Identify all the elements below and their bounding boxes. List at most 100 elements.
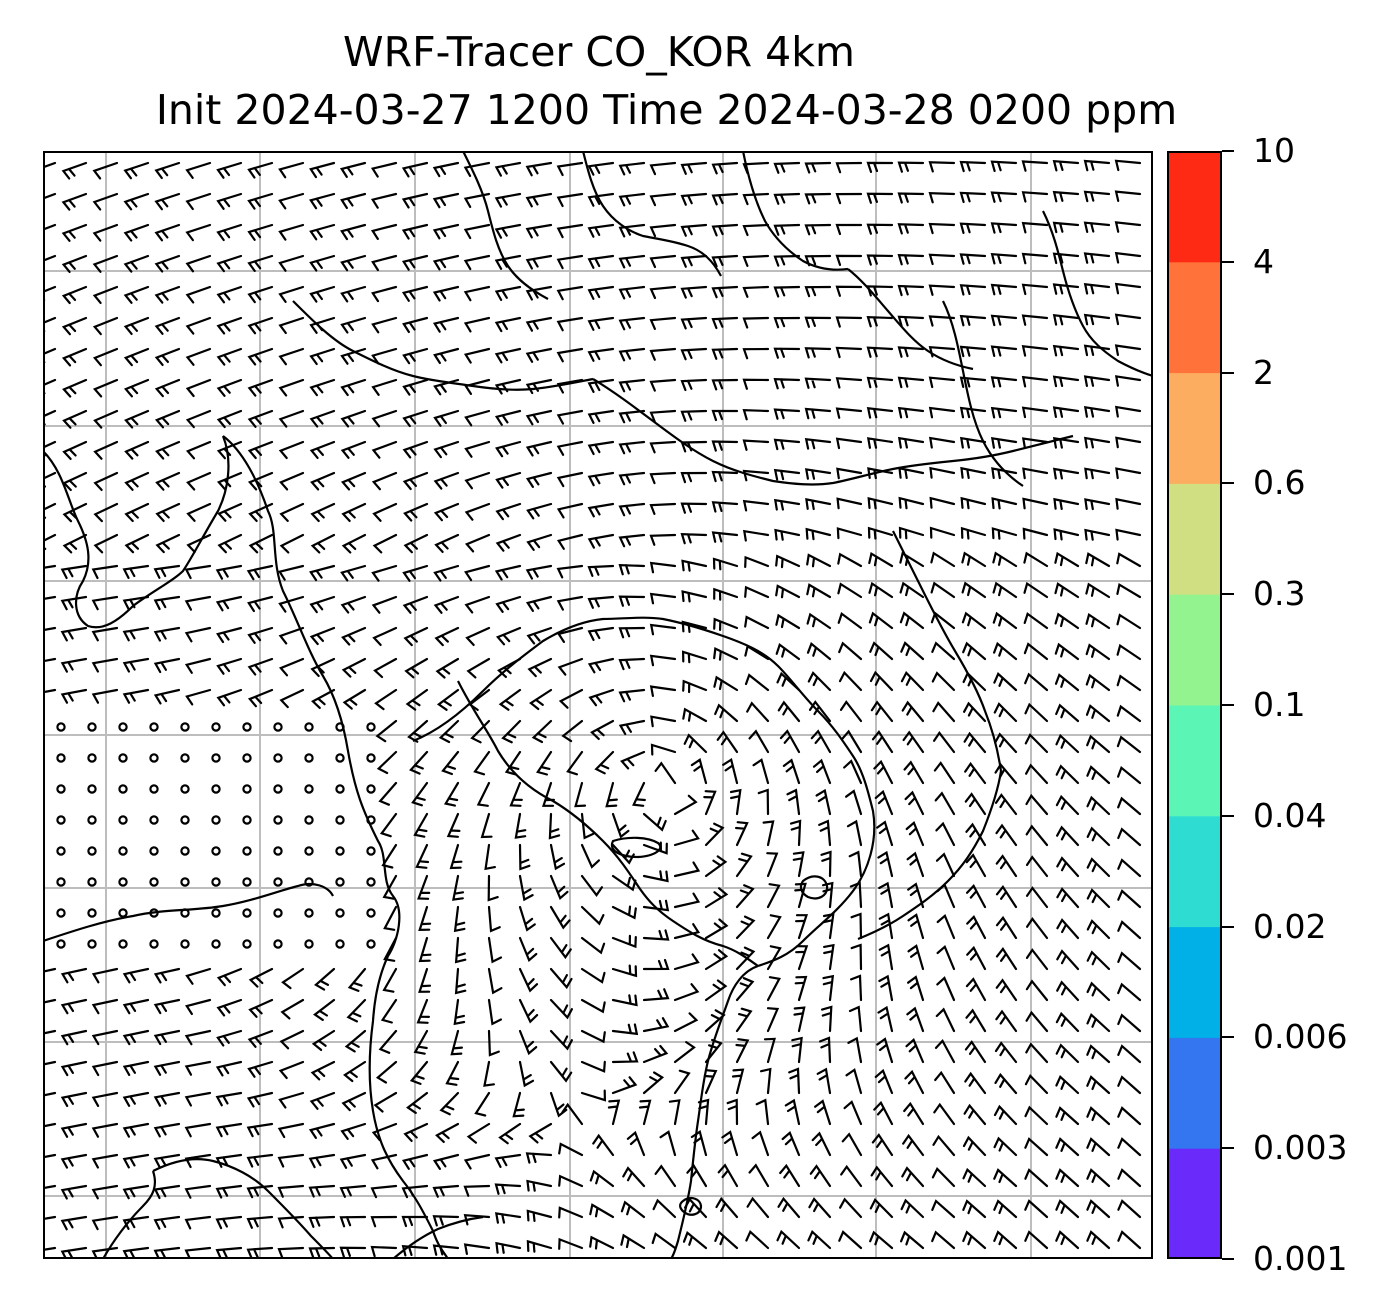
wind-barb	[473, 750, 491, 776]
calm-wind-circle	[56, 753, 66, 763]
wind-barb	[580, 998, 606, 1014]
calm-wind-circle	[304, 722, 314, 732]
wind-barb	[449, 843, 463, 870]
wind-barb	[495, 471, 522, 489]
wind-barb	[742, 439, 770, 451]
wind-barb	[711, 347, 739, 360]
wind-barb	[715, 1196, 739, 1219]
wind-barb	[185, 998, 212, 1016]
wind-barb	[1086, 1012, 1111, 1033]
wind-barb	[866, 161, 894, 173]
wind-barb	[804, 285, 832, 298]
wind-barb	[1115, 497, 1142, 510]
colorbar-tick-mark	[1222, 1147, 1234, 1150]
wind-barb	[993, 641, 1018, 661]
wind-barb	[649, 347, 677, 361]
wind-barb	[838, 641, 863, 661]
wind-barb	[463, 316, 491, 333]
wind-barb	[850, 943, 863, 971]
wind-barb	[418, 905, 432, 932]
wind-barb	[153, 657, 181, 674]
wind-barb	[531, 719, 553, 744]
wind-barb	[846, 819, 863, 847]
wind-barb	[124, 502, 150, 523]
wind-barb	[1053, 528, 1080, 541]
wind-barb	[525, 409, 553, 426]
wind-barb	[680, 502, 708, 514]
wind-barb	[514, 812, 527, 839]
wind-barb	[279, 471, 305, 491]
wind-barb	[574, 781, 587, 808]
wind-barb	[216, 657, 243, 675]
wind-barb	[994, 1041, 1018, 1064]
wind-barb	[681, 559, 708, 572]
wind-barb	[965, 822, 987, 847]
wind-barb	[340, 471, 367, 491]
wind-barb	[580, 843, 600, 869]
wind-barb	[1083, 159, 1111, 172]
wind-barb	[487, 905, 501, 933]
wind-barb	[470, 719, 491, 744]
wind-barb	[43, 1246, 57, 1252]
wind-barb	[992, 551, 1018, 568]
wind-barb	[415, 843, 430, 869]
colorbar-tick-label: 4	[1253, 241, 1274, 281]
wind-barb	[990, 406, 1018, 419]
wind-barb	[91, 657, 119, 673]
wind-barb	[341, 626, 367, 646]
wind-barb	[495, 502, 522, 521]
wind-barb	[445, 1060, 460, 1086]
wind-barb	[525, 254, 553, 270]
wind-barb	[838, 670, 863, 692]
wind-barb	[432, 254, 460, 271]
wind-barb	[549, 998, 573, 1020]
wind-barb	[91, 595, 119, 611]
wind-barb	[898, 526, 925, 540]
wind-barb	[928, 253, 956, 266]
wind-barb	[371, 316, 398, 334]
wind-barb	[518, 1029, 538, 1056]
wind-barb	[673, 1012, 699, 1033]
wind-barb	[784, 1098, 801, 1126]
wind-barb	[773, 498, 801, 511]
wind-barb	[649, 533, 677, 546]
wind-barb	[873, 759, 894, 785]
wind-barb	[433, 347, 460, 365]
wind-barb	[341, 1091, 367, 1112]
wind-barb	[155, 502, 181, 522]
wind-barb	[122, 657, 150, 673]
wind-barb	[843, 1100, 863, 1126]
wind-barb	[494, 409, 522, 426]
wind-barb	[1114, 344, 1142, 356]
wind-barb	[1117, 951, 1142, 971]
calm-wind-circle	[118, 939, 128, 949]
wind-barb	[60, 967, 88, 984]
wind-barb	[60, 657, 88, 673]
wind-barb	[690, 1130, 708, 1157]
wind-barb	[680, 440, 708, 453]
colorbar-segment	[1167, 151, 1222, 263]
wind-barb	[43, 564, 57, 569]
wind-barb	[123, 254, 150, 273]
wind-barb	[153, 688, 181, 705]
calm-wind-circle	[149, 877, 159, 887]
wind-barb	[714, 1230, 739, 1250]
wind-barb	[476, 781, 491, 807]
wind-barb	[931, 1199, 956, 1219]
wind-barb	[587, 595, 615, 609]
wind-barb	[1025, 763, 1049, 785]
wind-barb	[556, 595, 584, 611]
wind-barb	[371, 1122, 398, 1141]
calm-wind-circle	[180, 753, 190, 763]
wind-barb	[611, 812, 630, 839]
wind-barb	[990, 252, 1018, 265]
wind-barb	[990, 376, 1018, 388]
wind-barb	[742, 192, 770, 206]
wind-barb	[779, 1163, 801, 1188]
wind-barb	[432, 161, 460, 178]
wind-barb	[123, 192, 150, 211]
wind-barb	[649, 561, 677, 574]
wind-barb	[278, 378, 305, 397]
wind-barb	[402, 564, 429, 582]
wind-barb	[340, 1122, 367, 1140]
